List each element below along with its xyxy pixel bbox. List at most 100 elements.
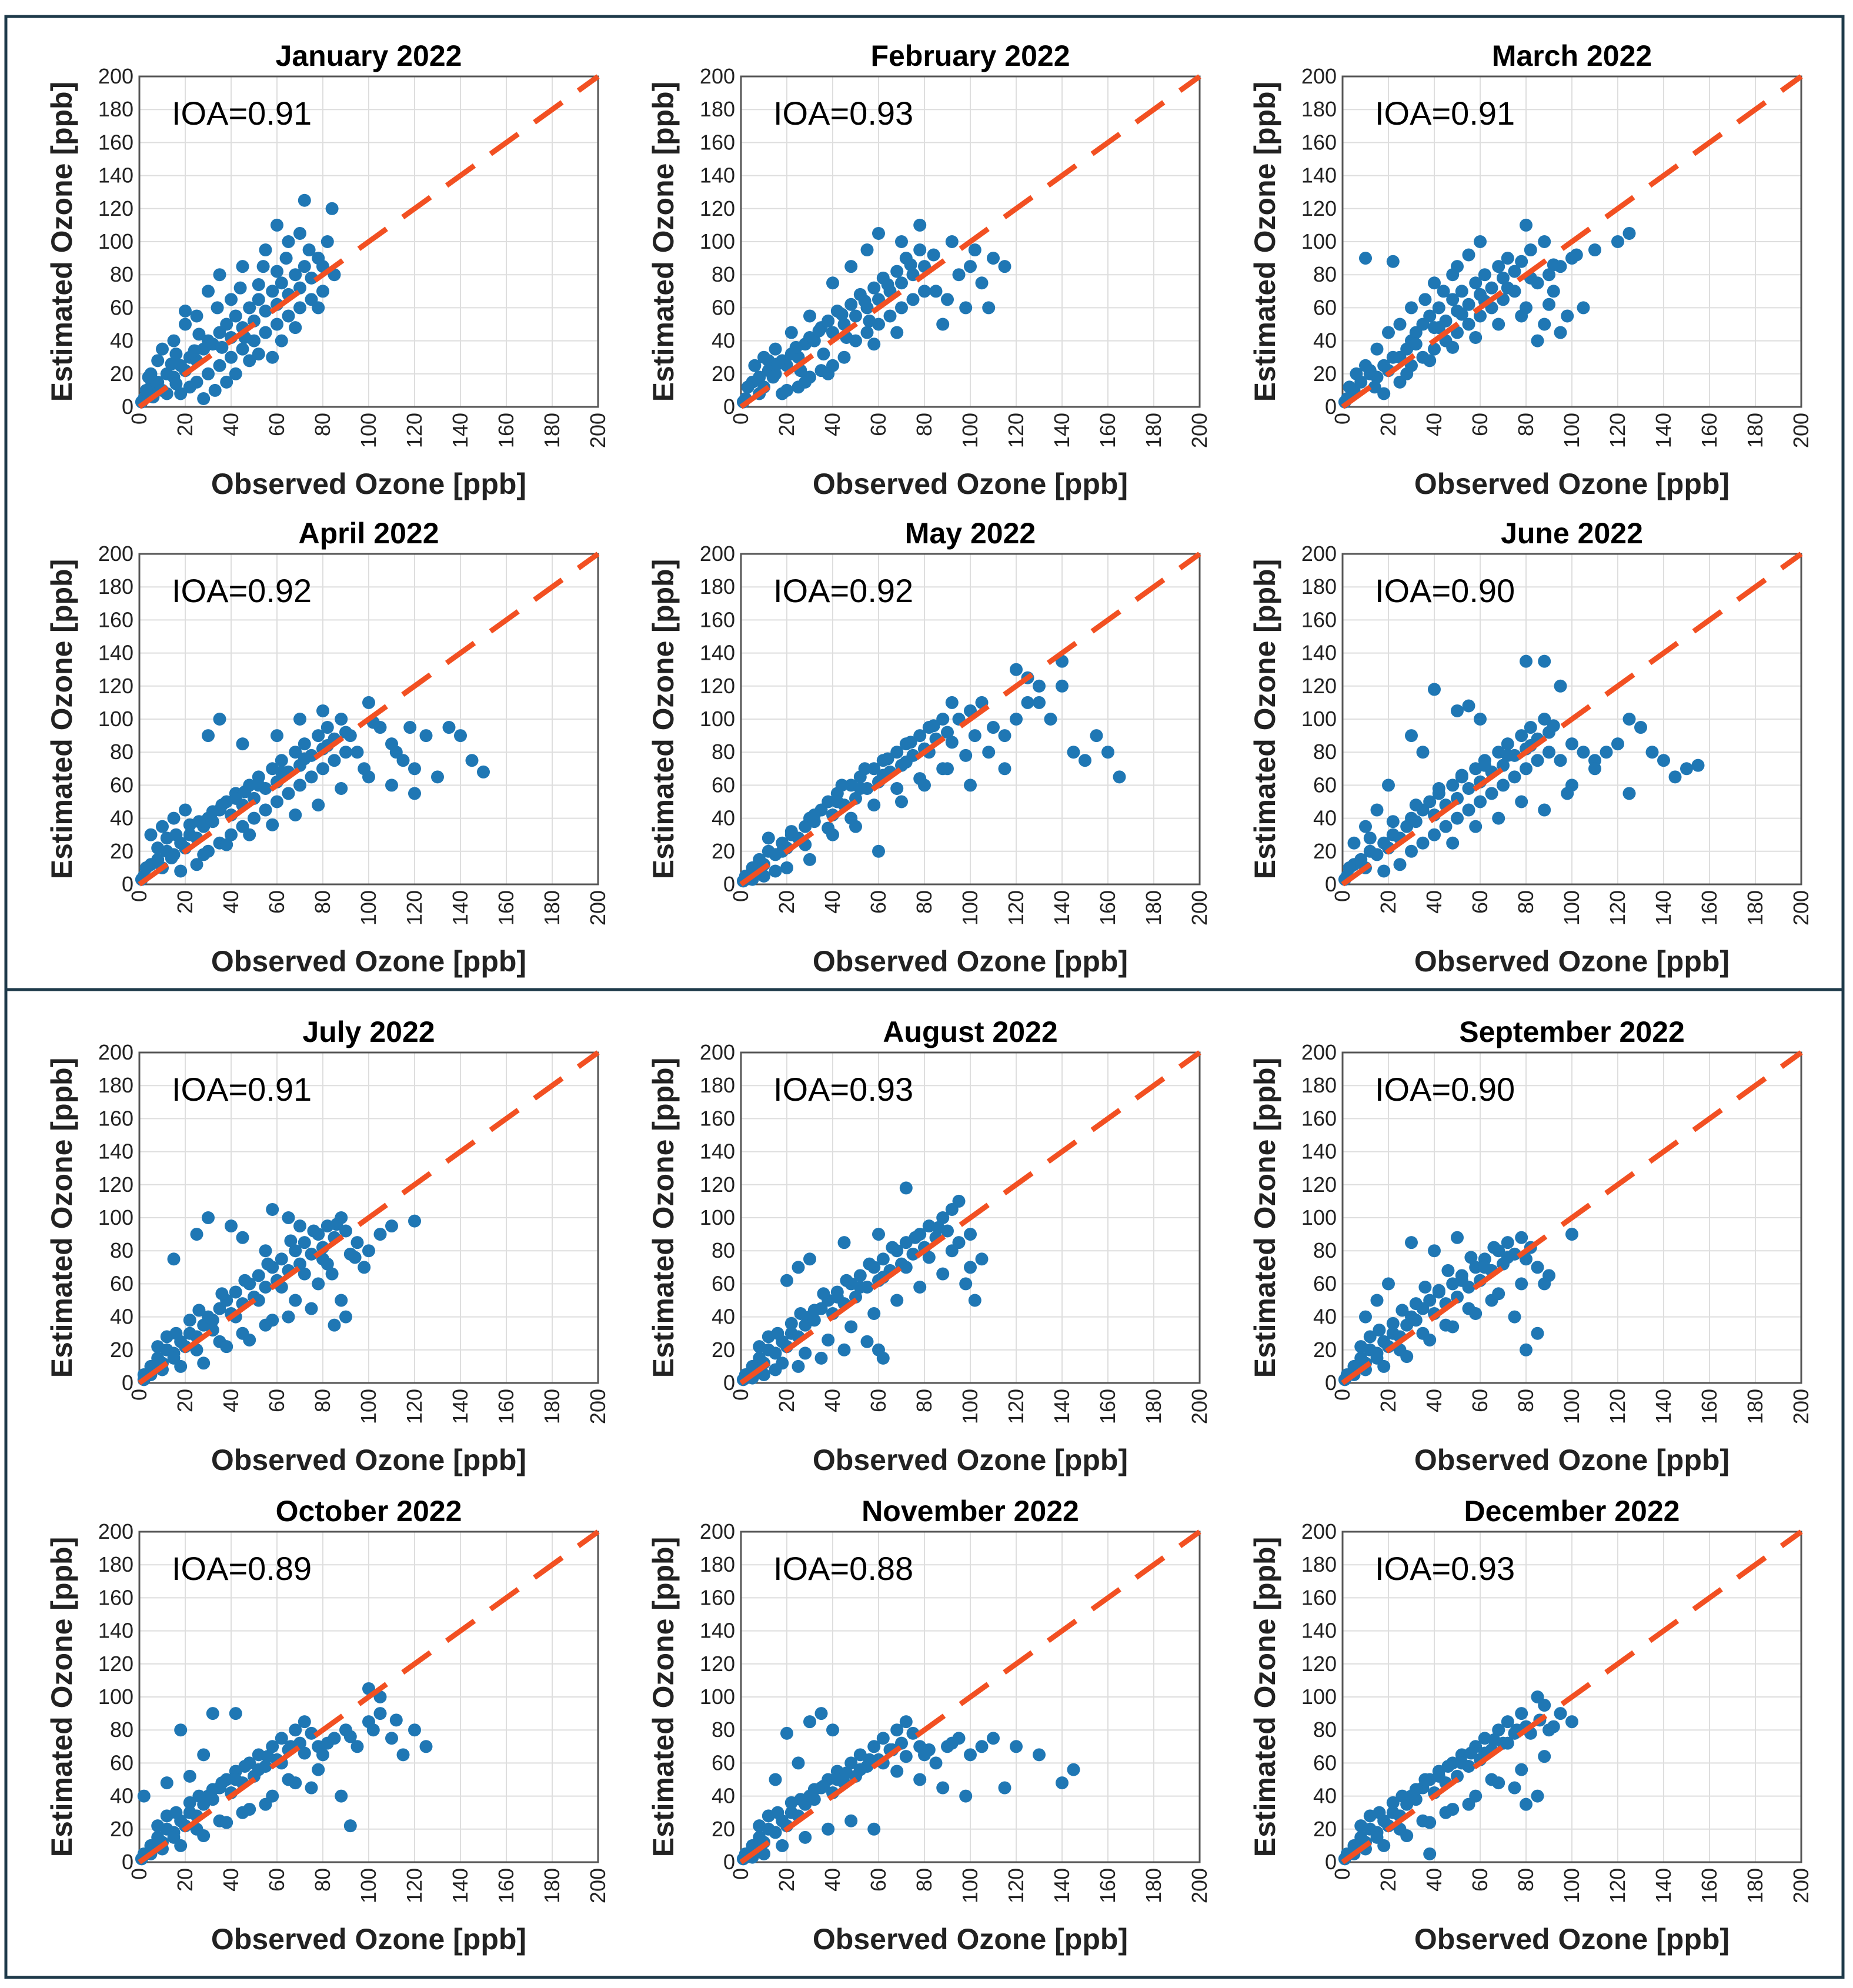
y-tick-label: 80 xyxy=(1313,1718,1337,1742)
x-tick-label: 200 xyxy=(586,413,610,448)
data-point xyxy=(867,1822,881,1836)
data-point xyxy=(1343,380,1356,394)
data-point xyxy=(881,752,894,766)
data-point xyxy=(408,762,421,776)
data-point xyxy=(830,1773,844,1786)
data-point xyxy=(259,803,272,817)
data-point xyxy=(904,736,917,749)
data-point xyxy=(225,350,238,364)
data-point xyxy=(312,729,325,743)
y-tick-label: 20 xyxy=(712,1817,735,1841)
x-tick-label: 140 xyxy=(448,1389,472,1424)
y-tick-label: 120 xyxy=(1301,196,1337,220)
data-point xyxy=(1531,1327,1544,1340)
y-tick-label: 160 xyxy=(1301,1106,1337,1130)
data-point xyxy=(1474,795,1487,808)
data-point xyxy=(1622,787,1636,800)
data-point xyxy=(408,787,421,800)
y-tick-label: 20 xyxy=(712,839,735,863)
data-point xyxy=(1462,699,1475,713)
data-point xyxy=(776,1839,789,1852)
data-point xyxy=(1531,1789,1544,1803)
data-point xyxy=(142,370,155,384)
data-point xyxy=(1469,1789,1483,1803)
data-point xyxy=(830,795,844,808)
data-point xyxy=(1478,268,1491,282)
data-point xyxy=(968,1294,981,1307)
data-point xyxy=(289,1723,302,1737)
y-tick-label: 100 xyxy=(98,229,133,253)
y-tick-label: 140 xyxy=(98,163,133,188)
data-point xyxy=(256,260,270,273)
data-point xyxy=(275,1252,288,1266)
data-point xyxy=(936,1267,950,1281)
x-tick-label: 40 xyxy=(219,890,243,914)
data-point xyxy=(202,1211,215,1224)
x-tick-label: 180 xyxy=(540,1389,564,1424)
data-point xyxy=(1382,779,1395,792)
data-point xyxy=(298,260,311,273)
data-point xyxy=(922,1743,936,1756)
data-point xyxy=(343,1819,357,1833)
x-tick-label: 100 xyxy=(958,1868,982,1903)
y-tick-label: 120 xyxy=(700,674,735,698)
data-point xyxy=(1455,1274,1468,1287)
data-point xyxy=(1373,1324,1386,1337)
data-point xyxy=(1416,836,1430,850)
data-point xyxy=(1428,1244,1441,1258)
data-point xyxy=(190,1228,203,1241)
data-point xyxy=(1423,795,1437,808)
data-point xyxy=(803,309,816,323)
x-tick-label: 100 xyxy=(356,1868,380,1903)
data-point xyxy=(385,1219,398,1233)
ioa-label: IOA=0.91 xyxy=(1375,95,1515,132)
data-point xyxy=(1010,713,1023,726)
data-point xyxy=(814,1707,828,1720)
data-point xyxy=(284,1234,298,1248)
y-tick-label: 180 xyxy=(1301,574,1337,599)
data-point xyxy=(840,1766,853,1780)
data-point xyxy=(1010,1740,1023,1753)
data-point xyxy=(1347,836,1361,850)
data-point xyxy=(229,1773,242,1786)
data-point xyxy=(1446,293,1460,306)
x-tick-label: 40 xyxy=(1422,1389,1446,1412)
data-point xyxy=(890,1294,904,1307)
data-point xyxy=(328,1318,341,1332)
panels-container: 0020204040606080801001001201201401401601… xyxy=(45,39,1813,1956)
data-point xyxy=(952,268,966,282)
data-point xyxy=(890,746,904,759)
data-point xyxy=(289,1776,302,1790)
data-point xyxy=(160,1776,173,1790)
data-point xyxy=(192,1304,206,1317)
data-point xyxy=(298,752,311,766)
data-point xyxy=(771,1806,784,1819)
data-point xyxy=(1359,820,1372,833)
data-point xyxy=(849,309,862,323)
data-point xyxy=(807,334,821,348)
y-tick-label: 80 xyxy=(1313,262,1337,286)
data-point xyxy=(137,1789,151,1803)
data-point xyxy=(1497,271,1510,285)
y-tick-label: 120 xyxy=(1301,1172,1337,1197)
data-point xyxy=(1565,737,1578,751)
x-tick-label: 140 xyxy=(448,1868,472,1903)
data-point xyxy=(1441,1760,1455,1773)
data-point xyxy=(1400,367,1414,380)
y-tick-label: 40 xyxy=(1313,1784,1337,1808)
y-tick-label: 0 xyxy=(1325,1371,1337,1395)
data-point xyxy=(1645,746,1659,759)
data-point xyxy=(899,1715,913,1729)
data-point xyxy=(927,248,940,262)
data-point xyxy=(1515,309,1528,323)
data-point xyxy=(1455,769,1468,782)
data-point xyxy=(1501,1251,1514,1264)
data-point xyxy=(1428,276,1441,290)
data-point xyxy=(271,729,283,743)
y-tick-label: 80 xyxy=(712,1718,735,1742)
data-point xyxy=(959,749,973,762)
y-tick-label: 180 xyxy=(98,1073,133,1097)
data-point xyxy=(282,235,295,248)
data-point xyxy=(753,1819,766,1833)
data-point xyxy=(1409,1314,1423,1327)
